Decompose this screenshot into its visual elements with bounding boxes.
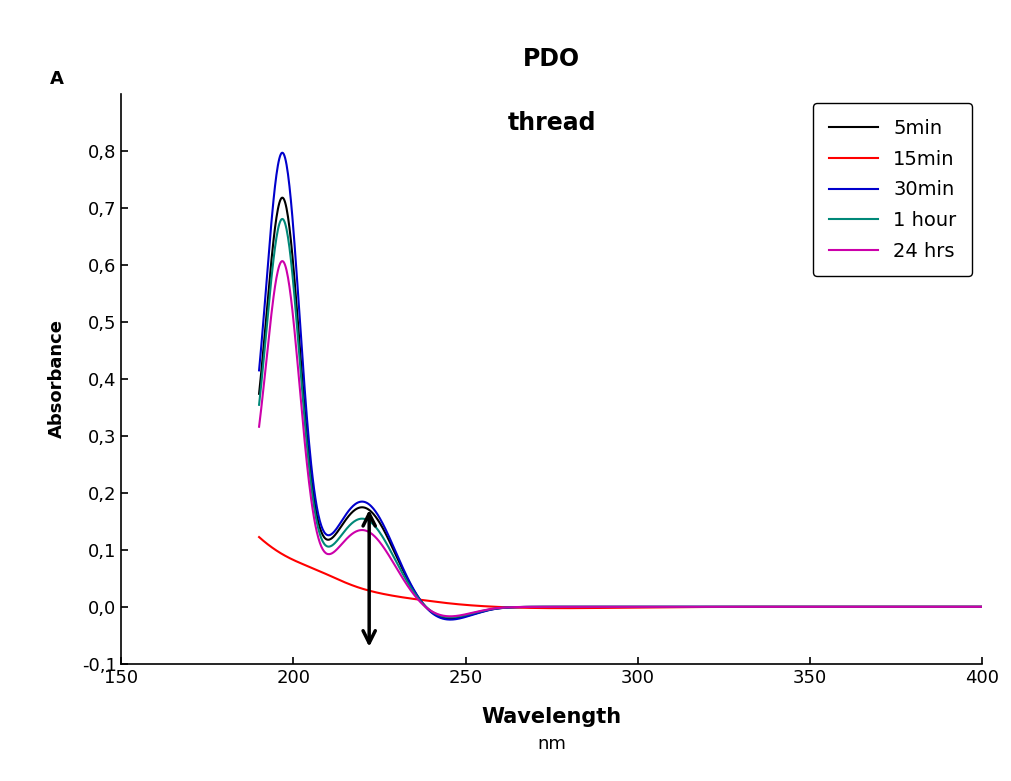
Text: Wavelength: Wavelength <box>481 707 621 726</box>
30min <box>830 602 842 612</box>
30min <box>546 602 558 612</box>
1 hour <box>444 612 456 622</box>
24 hrs <box>276 256 288 266</box>
30min <box>253 366 265 375</box>
30min <box>572 602 584 612</box>
30min <box>276 148 288 158</box>
15min <box>975 602 987 612</box>
5min <box>444 614 456 623</box>
24 hrs <box>830 602 842 612</box>
Line: 5min: 5min <box>259 198 981 619</box>
1 hour <box>975 602 987 612</box>
5min <box>276 193 288 202</box>
15min <box>749 602 761 612</box>
Text: A: A <box>50 70 64 88</box>
24 hrs <box>328 547 340 557</box>
Text: Absorbance: Absorbance <box>48 319 66 438</box>
5min <box>253 389 265 398</box>
1 hour <box>328 540 340 549</box>
15min <box>327 572 339 582</box>
Text: thread: thread <box>507 111 595 135</box>
Text: nm: nm <box>537 735 565 753</box>
Line: 15min: 15min <box>259 537 981 608</box>
24 hrs <box>975 602 987 612</box>
24 hrs <box>572 602 584 612</box>
24 hrs <box>750 602 762 612</box>
Legend: 5min, 15min, 30min, 1 hour, 24 hrs: 5min, 15min, 30min, 1 hour, 24 hrs <box>813 103 971 276</box>
1 hour <box>253 400 265 409</box>
15min <box>571 604 583 613</box>
Text: PDO: PDO <box>523 47 579 71</box>
15min <box>816 602 828 612</box>
15min <box>829 602 841 612</box>
5min <box>830 602 842 612</box>
30min <box>817 602 829 612</box>
Line: 24 hrs: 24 hrs <box>259 261 981 616</box>
1 hour <box>572 602 584 612</box>
1 hour <box>546 602 558 612</box>
24 hrs <box>546 602 558 612</box>
5min <box>546 602 558 612</box>
24 hrs <box>817 602 829 612</box>
15min <box>253 533 265 542</box>
Line: 1 hour: 1 hour <box>259 219 981 617</box>
Line: 30min: 30min <box>259 153 981 619</box>
15min <box>545 604 557 613</box>
1 hour <box>830 602 842 612</box>
30min <box>328 528 340 537</box>
1 hour <box>750 602 762 612</box>
24 hrs <box>253 422 265 431</box>
5min <box>328 532 340 541</box>
24 hrs <box>444 612 456 621</box>
30min <box>750 602 762 612</box>
15min <box>555 604 567 613</box>
5min <box>572 602 584 612</box>
5min <box>817 602 829 612</box>
1 hour <box>276 214 288 223</box>
30min <box>444 615 456 624</box>
5min <box>975 602 987 612</box>
1 hour <box>817 602 829 612</box>
30min <box>975 602 987 612</box>
5min <box>750 602 762 612</box>
